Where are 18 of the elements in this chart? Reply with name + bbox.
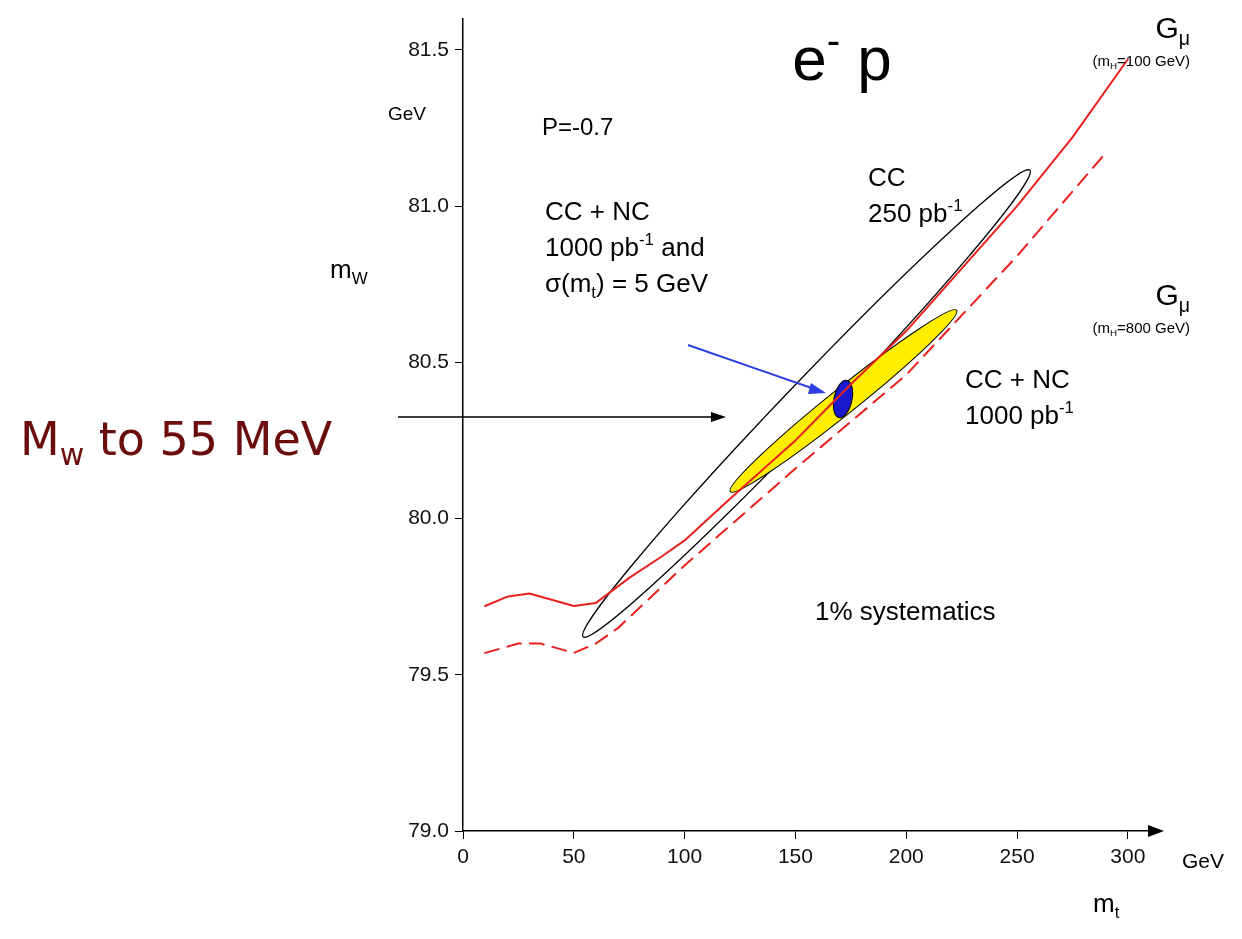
annotation: 1% systematics — [815, 596, 996, 626]
y-tick-label: 79.0 — [408, 817, 449, 841]
text: GeV — [1182, 849, 1225, 872]
x-tick-label: 0 — [457, 844, 469, 868]
y-tick-label: 80.0 — [408, 505, 449, 529]
y-tick-label: 81.5 — [408, 36, 449, 60]
y-tick-label: 80.5 — [408, 349, 449, 373]
text: GeV — [388, 103, 427, 124]
x-tick-label: 200 — [888, 844, 924, 868]
x-tick-label: 50 — [562, 844, 586, 868]
x-tick-label: 250 — [999, 844, 1035, 868]
x-tick-label: 100 — [667, 844, 703, 868]
x-tick-label: 300 — [1110, 844, 1146, 868]
y-tick-label: 79.5 — [408, 661, 449, 685]
annotation: P=-0.7 — [542, 113, 614, 140]
y-tick-label: 81.0 — [408, 192, 449, 216]
x-tick-label: 150 — [777, 844, 813, 868]
chart-title: e- p — [792, 17, 892, 93]
